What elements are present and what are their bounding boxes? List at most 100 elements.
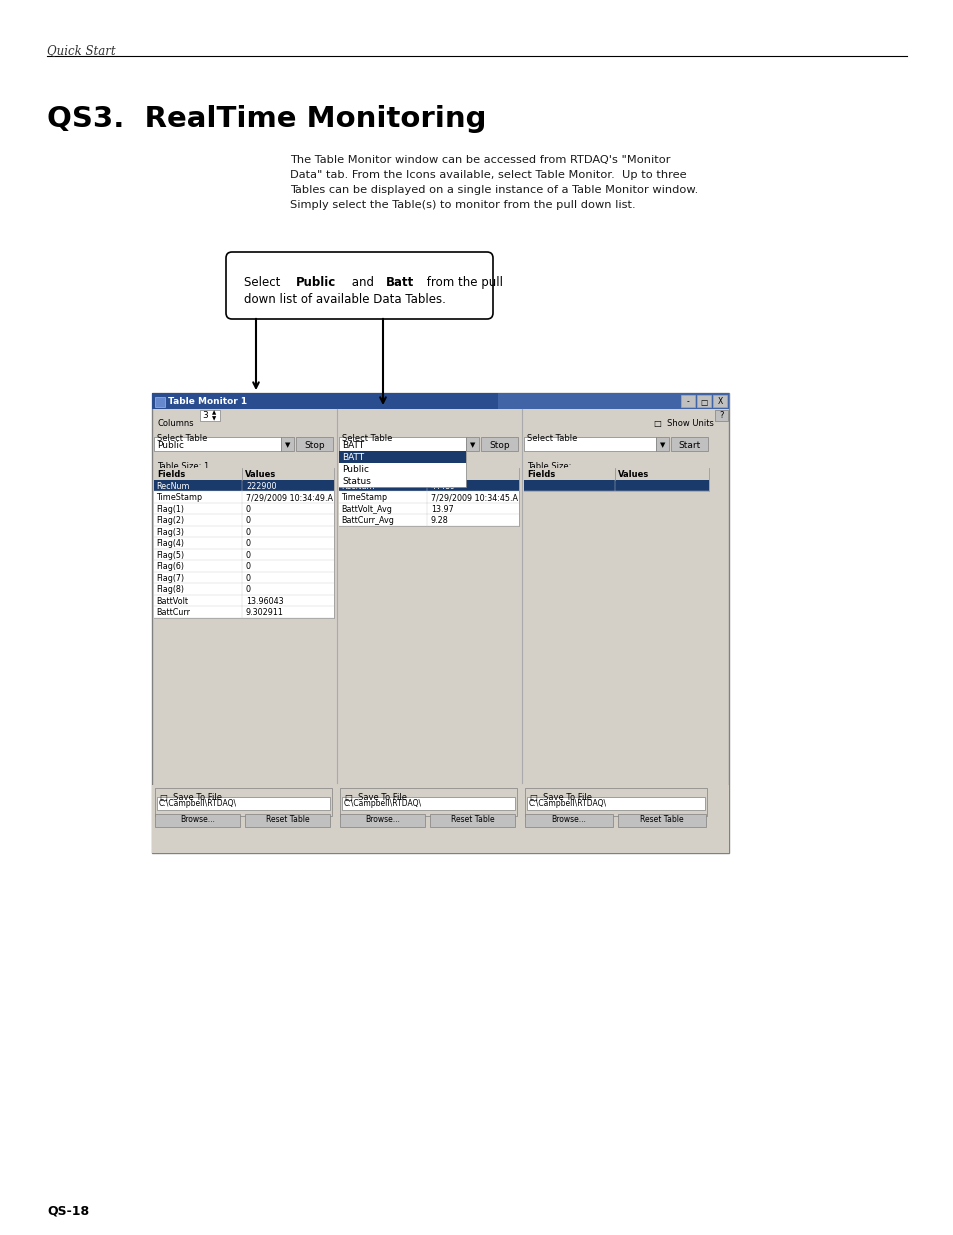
Bar bbox=[245, 814, 330, 827]
Text: Public: Public bbox=[157, 441, 184, 450]
Text: 7/29/2009 10:34:49.A: 7/29/2009 10:34:49.A bbox=[246, 493, 333, 503]
Bar bbox=[153, 526, 334, 537]
Text: Select Table: Select Table bbox=[526, 433, 577, 443]
Text: Select Table: Select Table bbox=[341, 433, 392, 443]
Bar bbox=[338, 437, 465, 451]
Text: 0: 0 bbox=[246, 562, 251, 572]
Text: Browse...: Browse... bbox=[551, 815, 586, 825]
Bar bbox=[524, 788, 706, 816]
Bar bbox=[153, 583, 334, 594]
Text: □: □ bbox=[700, 398, 707, 406]
Bar bbox=[153, 503, 334, 514]
Bar bbox=[670, 437, 707, 451]
Text: 7/29/2009 10:34:45.A: 7/29/2009 10:34:45.A bbox=[431, 493, 517, 503]
Bar bbox=[497, 393, 728, 409]
Text: Public: Public bbox=[341, 466, 369, 474]
Text: Fields: Fields bbox=[526, 471, 555, 479]
Text: 0: 0 bbox=[246, 540, 251, 548]
Bar bbox=[153, 559, 334, 572]
Text: □  Save To File: □ Save To File bbox=[160, 793, 222, 802]
Text: Reset Table: Reset Table bbox=[450, 815, 494, 825]
Bar bbox=[152, 393, 728, 853]
Text: 0: 0 bbox=[246, 516, 251, 525]
Text: Status: Status bbox=[341, 478, 371, 487]
Bar bbox=[200, 410, 220, 421]
Text: Reset Table: Reset Table bbox=[639, 815, 683, 825]
Text: 44489: 44489 bbox=[431, 482, 456, 490]
Text: Reset Table: Reset Table bbox=[265, 815, 309, 825]
Bar bbox=[524, 814, 613, 827]
Text: Values: Values bbox=[245, 471, 276, 479]
Bar bbox=[338, 468, 518, 479]
Text: Stop: Stop bbox=[304, 441, 324, 450]
Text: Table Size:: Table Size: bbox=[526, 462, 571, 471]
Text: Fields: Fields bbox=[157, 471, 185, 479]
Text: and: and bbox=[347, 275, 377, 289]
Text: Fields: Fields bbox=[341, 471, 370, 479]
Text: ▼: ▼ bbox=[469, 442, 475, 448]
Bar bbox=[157, 797, 330, 810]
FancyBboxPatch shape bbox=[226, 252, 493, 319]
Text: Flag(5): Flag(5) bbox=[156, 551, 184, 559]
Bar bbox=[714, 410, 727, 421]
Text: 0: 0 bbox=[246, 505, 251, 514]
Bar bbox=[339, 788, 517, 816]
Text: C:\Campbell\RTDAQ\: C:\Campbell\RTDAQ\ bbox=[529, 799, 606, 808]
Text: Values: Values bbox=[430, 471, 460, 479]
Bar bbox=[480, 437, 517, 451]
Bar bbox=[338, 514, 518, 526]
Text: □  Show Units: □ Show Units bbox=[654, 419, 713, 429]
Text: 3: 3 bbox=[202, 411, 208, 420]
Bar bbox=[338, 492, 518, 503]
Bar bbox=[153, 479, 334, 492]
Text: The Table Monitor window can be accessed from RTDAQ's "Monitor: The Table Monitor window can be accessed… bbox=[290, 156, 670, 165]
Text: Table Monitor 1: Table Monitor 1 bbox=[168, 398, 247, 406]
Bar bbox=[339, 814, 424, 827]
Text: 0: 0 bbox=[246, 574, 251, 583]
Text: 0: 0 bbox=[246, 527, 251, 537]
Text: Stop: Stop bbox=[489, 441, 509, 450]
Text: Table Size: 1: Table Size: 1 bbox=[157, 462, 209, 471]
Text: BATT: BATT bbox=[341, 453, 364, 462]
Text: 13.96043: 13.96043 bbox=[246, 597, 283, 605]
Text: 0: 0 bbox=[246, 551, 251, 559]
Text: 13.97: 13.97 bbox=[431, 505, 454, 514]
Bar bbox=[523, 479, 708, 492]
Text: ?: ? bbox=[719, 411, 723, 420]
Text: Flag(1): Flag(1) bbox=[156, 505, 184, 514]
Text: RecNum: RecNum bbox=[340, 482, 375, 490]
Bar bbox=[465, 437, 478, 451]
Text: TimeStamp: TimeStamp bbox=[156, 493, 202, 503]
Bar bbox=[281, 437, 294, 451]
Bar bbox=[153, 594, 334, 606]
Text: Data" tab. From the Icons available, select Table Monitor.  Up to three: Data" tab. From the Icons available, sel… bbox=[290, 170, 686, 180]
Text: down list of available Data Tables.: down list of available Data Tables. bbox=[244, 293, 445, 306]
Bar bbox=[295, 437, 333, 451]
Text: BattCurr_Avg: BattCurr_Avg bbox=[340, 516, 394, 525]
Bar bbox=[338, 463, 465, 475]
Bar bbox=[523, 437, 656, 451]
Text: Select Table: Select Table bbox=[157, 433, 207, 443]
Text: Values: Values bbox=[618, 471, 649, 479]
Text: Flag(3): Flag(3) bbox=[156, 527, 184, 537]
Text: BattCurr: BattCurr bbox=[156, 609, 190, 618]
Bar bbox=[154, 814, 240, 827]
Text: from the pull: from the pull bbox=[422, 275, 502, 289]
Bar bbox=[153, 537, 334, 548]
Text: Batt: Batt bbox=[386, 275, 414, 289]
Bar bbox=[153, 437, 281, 451]
Text: X: X bbox=[717, 398, 721, 406]
Text: Flag(8): Flag(8) bbox=[156, 585, 184, 594]
Text: TimeStamp: TimeStamp bbox=[340, 493, 387, 503]
Bar bbox=[618, 814, 705, 827]
Bar bbox=[338, 479, 518, 492]
Text: BATT: BATT bbox=[341, 441, 364, 450]
Bar bbox=[154, 396, 165, 408]
Text: Flag(7): Flag(7) bbox=[156, 574, 184, 583]
Bar bbox=[154, 788, 332, 816]
Bar bbox=[697, 395, 710, 408]
Text: QS-18: QS-18 bbox=[47, 1205, 89, 1218]
Bar bbox=[153, 468, 334, 479]
Text: C:\Campbell\RTDAQ\: C:\Campbell\RTDAQ\ bbox=[344, 799, 421, 808]
Text: 222900: 222900 bbox=[246, 482, 276, 490]
